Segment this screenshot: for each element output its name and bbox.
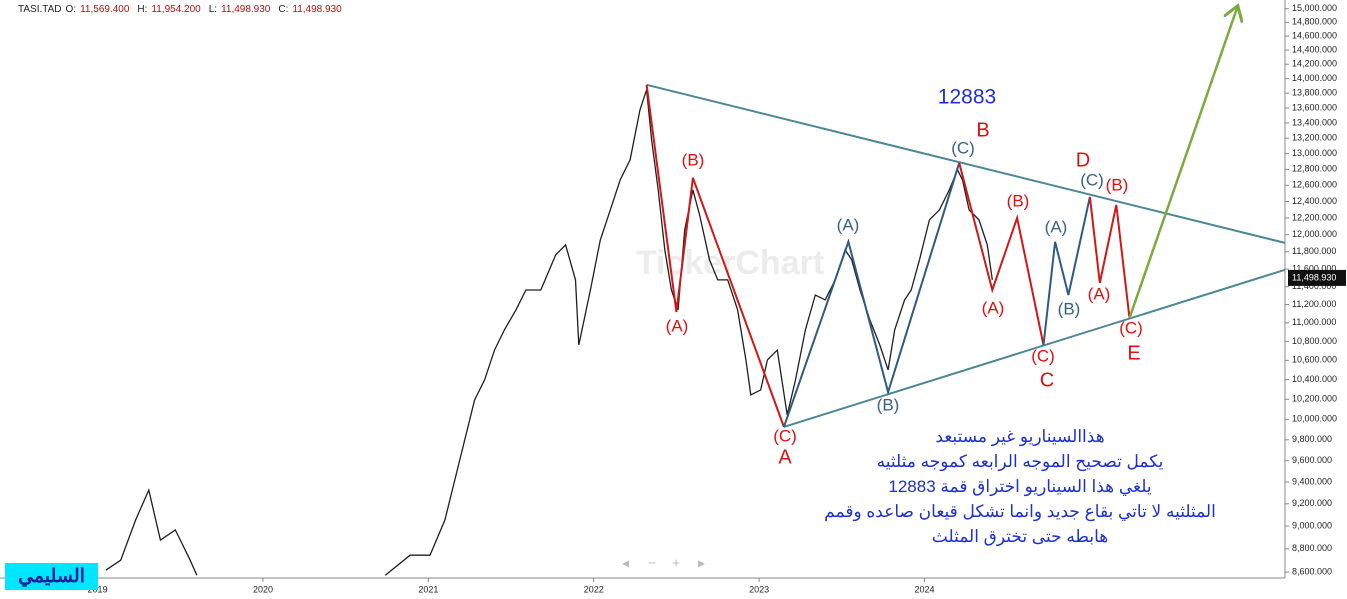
wave-line [1128,8,1238,319]
toolbar-icon: + [672,555,680,571]
toolbar-icon: ▸ [698,555,705,571]
y-tick-label: 9,800.000 [1292,434,1332,444]
ohlc-label: H: [137,4,148,15]
y-tick-label: 14,600.000 [1292,30,1337,40]
wave-line [782,162,961,428]
ohlc-value: 11,498.930 [292,4,342,15]
wave-label: (B) [1106,175,1129,194]
wave-label: D [1076,149,1090,171]
note-line: يكمل تصحيح الموجه الرابعه كموجه مثلثيه [876,452,1164,471]
note-line: هابطه حتى تخترق المثلث [931,527,1109,546]
wave-label: (B) [1007,191,1030,210]
y-tick-label: 9,200.000 [1292,498,1332,508]
wave-label: (A) [837,215,860,234]
author-badge: السليمي [5,563,98,590]
y-tick-label: 10,800.000 [1292,336,1337,346]
y-tick-label: 11,200.000 [1292,299,1336,309]
y-tick-label: 13,200.000 [1292,133,1337,143]
wave-label: (A) [982,298,1005,317]
wave-line [958,162,1045,346]
y-tick-label: 15,000.000 [1292,3,1337,13]
wave-line [1042,196,1091,346]
y-tick-label: 10,200.000 [1292,394,1337,404]
y-tick-label: 14,000.000 [1292,73,1337,83]
wave-label: (A) [1045,217,1068,236]
watermark: TickerChart [636,244,824,282]
wave-label: (B) [682,150,705,169]
wave-label: E [1127,342,1140,364]
ohlc-label: O: [65,4,77,15]
y-tick-label: 12,000.000 [1292,229,1337,239]
y-tick-label: 9,600.000 [1292,455,1332,465]
y-tick-label: 12,800.000 [1292,164,1337,174]
last-price-tag [1288,269,1346,286]
y-tick-label: 13,000.000 [1292,148,1337,158]
y-tick-label: 12,400.000 [1292,196,1337,206]
y-tick-label: 10,600.000 [1292,355,1337,365]
y-tick-label: 10,400.000 [1292,374,1337,384]
x-tick-label: 2022 [584,584,604,594]
toolbar-icon: − [648,555,656,571]
wave-label: B [976,119,989,141]
last-price-label: 11,498.930 [1292,272,1336,282]
wave-label: (B) [877,395,900,414]
y-tick-label: 10,000.000 [1292,414,1337,424]
y-tick-label: 14,800.000 [1292,17,1337,27]
wave-label: (C) [773,426,797,445]
wave-label: (C) [1031,346,1055,365]
wave-line [646,83,1286,244]
wave-label: 12883 [938,86,996,109]
wave-line [1088,196,1131,319]
y-tick-label: 14,400.000 [1292,44,1337,54]
x-tick-label: 2020 [253,584,273,594]
ohlc-value: 11,569.400 [80,4,130,15]
wave-label: C [1040,369,1054,391]
ohlc-label: C: [278,4,289,15]
y-tick-label: 13,600.000 [1292,102,1337,112]
y-tick-label: 12,600.000 [1292,180,1337,190]
ohlc-value: 11,498.930 [221,4,271,15]
x-tick-label: 2023 [749,584,769,594]
y-tick-label: 8,600.000 [1292,566,1332,576]
note-line: المثلثيه لا تاتي بقاع جديد وانما تشكل قي… [824,502,1216,521]
wave-line [645,84,785,428]
wave-label: (C) [1080,170,1104,189]
wave-label: (A) [666,316,689,335]
wave-label: (B) [1058,299,1081,318]
y-tick-label: 8,800.000 [1292,543,1332,553]
toolbar: ◂ − + ▸ [622,555,705,571]
price-line [105,89,993,576]
y-tick-label: 11,800.000 [1292,246,1336,256]
y-tick-label: 13,800.000 [1292,88,1337,98]
ohlc-value: 11,954.200 [151,4,201,15]
y-tick-label: 13,400.000 [1292,117,1337,127]
y-tick-label: 14,200.000 [1292,59,1337,69]
note: هذاالسيناريو غير مستبعد يكمل تصحيح الموجه… [770,424,1270,549]
y-tick-label: 11,600.000 [1292,263,1336,273]
wave-label: (C) [951,138,975,157]
ohlc-label: L: [208,4,218,15]
x-tick-label: 2024 [914,584,934,594]
y-tick-label: 12,200.000 [1292,212,1337,222]
symbol: TASI.TAD [18,4,62,15]
note-line: يلغي هذا السيناريو اختراق قمة 12883 [888,477,1152,496]
y-tick-label: 11,000.000 [1292,317,1336,327]
wave-label: A [778,446,792,468]
wave-label: (C) [1119,318,1143,337]
header: TASI.TAD O: 11,569.400 H: 11,954.200 L: 11,498… [18,4,350,15]
y-tick-label: 9,000.000 [1292,520,1332,530]
toolbar-icon: ◂ [622,555,629,571]
y-tick-label: 11,400.000 [1292,281,1336,291]
wave-label: (A) [1088,284,1111,303]
x-tick-label: 2021 [418,584,438,594]
wave-line [783,268,1286,428]
note-line: هذاالسيناريو غير مستبعد [935,427,1105,446]
y-tick-label: 9,400.000 [1292,476,1332,486]
